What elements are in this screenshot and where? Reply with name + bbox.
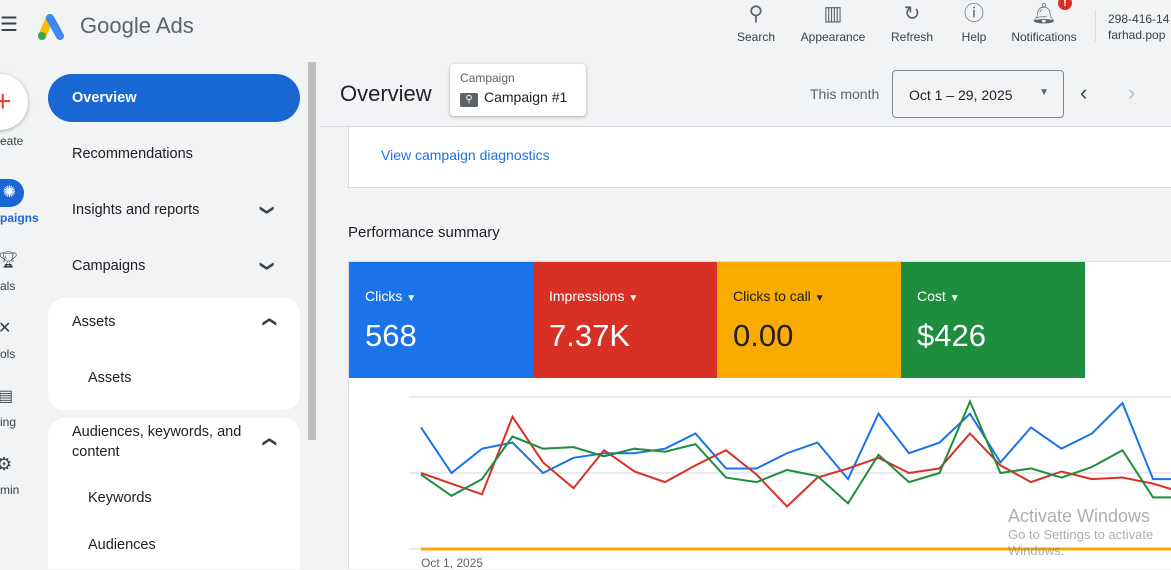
billing-icon: ▤ [0, 388, 14, 405]
sidebar-scrollbar[interactable] [308, 62, 316, 440]
sidebar-item-insights[interactable]: Insights and reports ❯ [48, 186, 300, 234]
campaign-name: Campaign #1 [484, 89, 568, 105]
google-ads-logo [38, 14, 64, 40]
dropdown-icon: ▼ [628, 293, 639, 304]
diagnostics-card: View campaign diagnostics [348, 127, 1171, 188]
help-icon: ⓘ [964, 3, 984, 25]
account-email: farhad.pop [1108, 28, 1166, 42]
dropdown-icon: ▼ [814, 293, 825, 304]
performance-chart [409, 396, 1171, 551]
search-campaign-icon: ⚲ [460, 93, 478, 107]
next-period-button[interactable]: › [1128, 80, 1136, 105]
sidebar-item-keywords[interactable]: Keywords [88, 490, 152, 506]
tools-icon: ✕ [0, 320, 12, 337]
range-label: This month [810, 86, 880, 102]
help-button[interactable]: ⓘ Help [954, 0, 994, 44]
chevron-up-icon: ❯ [260, 316, 277, 328]
search-button[interactable]: ⚲ Search [730, 0, 782, 44]
campaign-picker-label: Campaign [460, 71, 515, 85]
rail-campaigns[interactable]: paigns [0, 211, 39, 225]
notifications-button[interactable]: 🔔︎ Notifications ! [1004, 0, 1084, 44]
header-separator [320, 126, 1171, 127]
previous-period-button[interactable]: ‹ [1080, 80, 1088, 105]
rail-goals[interactable]: als [0, 279, 16, 293]
sidebar-item-overview[interactable]: Overview [48, 74, 300, 122]
x-axis-start-label: Oct 1, 2025 [421, 556, 484, 570]
appearance-icon: ▥ [823, 3, 843, 25]
rail-create[interactable]: eate [0, 134, 24, 148]
create-button[interactable]: + [0, 74, 28, 130]
menu-icon[interactable]: ☰ [0, 14, 18, 36]
notification-badge: ! [1058, 0, 1072, 10]
series-line-0 [420, 401, 1171, 481]
metric-clicks[interactable]: Clicks ▼ 568 [349, 262, 533, 378]
search-icon: ⚲ [748, 3, 764, 25]
refresh-icon: ↻ [903, 3, 921, 25]
plus-icon: + [0, 85, 12, 118]
account-switcher[interactable]: 298-416-14 farhad.pop [1108, 11, 1169, 43]
sidebar-item-assets-group[interactable]: Assets ❯ [48, 298, 300, 346]
series-line-1 [420, 414, 1171, 508]
rail-admin[interactable]: min [0, 483, 20, 497]
page-title: Overview [340, 81, 432, 106]
appearance-button[interactable]: ▥ Appearance [796, 0, 870, 44]
sidebar-item-audiences-group[interactable]: Audiences, keywords, and content ❯ [72, 424, 277, 460]
sidebar-item-audiences[interactable]: Audiences [88, 537, 156, 553]
dropdown-icon: ▼ [949, 293, 960, 304]
sidebar-item-campaigns[interactable]: Campaigns ❯ [48, 242, 300, 290]
sidebar-item-recommendations[interactable]: Recommendations [72, 146, 193, 162]
assets-group-bg [48, 298, 300, 410]
chevron-down-icon: ❯ [260, 204, 277, 216]
chevron-down-icon: ❯ [260, 260, 277, 272]
bell-icon: 🔔︎ [1031, 3, 1057, 25]
dropdown-arrow-icon: ▼ [1039, 87, 1049, 98]
metric-impressions[interactable]: Impressions ▼ 7.37K [533, 262, 717, 378]
series-line-2 [420, 399, 1171, 505]
date-range-dropdown[interactable]: Oct 1 – 29, 2025 ▼ [892, 70, 1064, 118]
view-diagnostics-link[interactable]: View campaign diagnostics [381, 147, 550, 163]
app-name: Google Ads [80, 13, 194, 38]
rail-billing[interactable]: ing [0, 415, 17, 429]
windows-watermark: Activate Windows Go to Settings to activ… [1008, 506, 1154, 558]
campaign-picker[interactable]: Campaign ⚲ Campaign #1 [450, 64, 586, 116]
account-id: 298-416-14 [1108, 12, 1170, 26]
audiences-group-bg [48, 418, 300, 569]
refresh-button[interactable]: ↻ Refresh [886, 0, 938, 44]
rail-tools[interactable]: ols [0, 347, 16, 361]
metric-clicks-to-call[interactable]: Clicks to call ▼ 0.00 [717, 262, 901, 378]
chevron-up-icon: ❯ [260, 436, 277, 448]
header-divider [1095, 10, 1096, 42]
admin-icon: ⚙ [0, 454, 13, 474]
sidebar-item-assets[interactable]: Assets [88, 370, 132, 386]
dropdown-icon: ▼ [406, 293, 417, 304]
goals-icon: 🏆︎ [0, 252, 19, 269]
performance-summary-title: Performance summary [348, 224, 500, 241]
campaigns-rail-icon[interactable]: ✺ [0, 179, 24, 207]
metric-cost[interactable]: Cost ▼ $426 [901, 262, 1085, 378]
